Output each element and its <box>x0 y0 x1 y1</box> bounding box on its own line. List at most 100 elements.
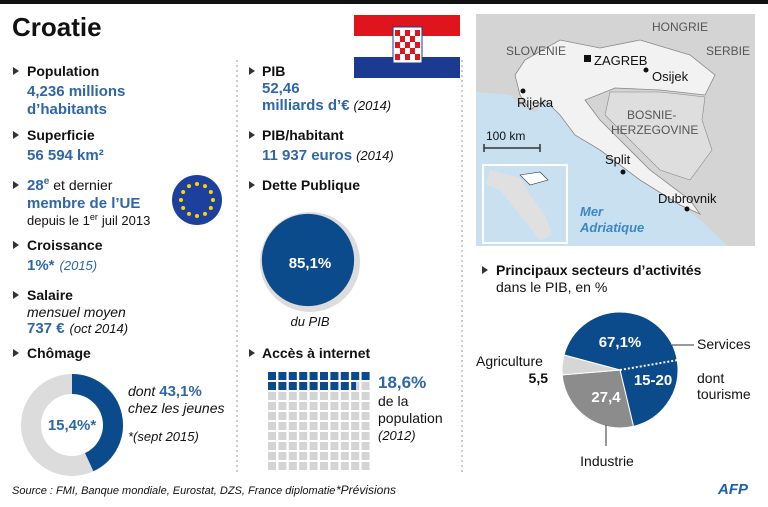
logo: AFP <box>717 481 749 498</box>
slice-name: Agriculture <box>476 353 543 369</box>
sub: mensuel moyen <box>27 304 126 320</box>
waffle-cell <box>330 442 339 450</box>
waffle-cell <box>299 462 308 470</box>
waffle-fill <box>288 372 297 380</box>
waffle-fill <box>268 372 276 380</box>
scale: 100 km <box>486 129 525 143</box>
waffle-cell <box>268 402 276 410</box>
eu-star <box>208 190 213 194</box>
waffle-cell <box>268 422 276 430</box>
waffle-cell <box>288 462 297 470</box>
waffle-fill <box>309 372 318 380</box>
waffle-cell <box>309 402 318 410</box>
label: Superficie <box>27 127 95 143</box>
waffle-cell <box>299 432 308 440</box>
waffle-cell <box>361 412 370 420</box>
waffle-cell <box>361 452 370 460</box>
flag-check <box>395 42 400 48</box>
waffle-cell <box>340 432 349 440</box>
sea: Mer <box>580 204 604 219</box>
waffle-cell <box>278 452 287 460</box>
eu-star <box>195 214 199 218</box>
caption: du PIB <box>290 314 329 329</box>
waffle-fill <box>278 372 287 380</box>
value: d’habitants <box>27 101 107 118</box>
flag-check <box>410 36 415 42</box>
waffle-cell <box>351 422 360 430</box>
label: Croissance <box>27 237 103 253</box>
debt-circle <box>261 213 355 307</box>
slice-label: 67,1% <box>599 334 642 351</box>
donut-arc <box>71 374 123 472</box>
waffle-cell <box>351 462 360 470</box>
waffle-fill <box>278 382 287 390</box>
label: PIB/habitant <box>262 127 344 143</box>
value: milliards d’€ (2014) <box>262 97 391 114</box>
waffle-cell <box>361 382 370 390</box>
pie-slice <box>561 354 621 376</box>
eu-star <box>203 184 207 189</box>
waffle-cell <box>309 462 318 470</box>
waffle-cell <box>351 392 360 400</box>
waffle-cell <box>320 452 328 460</box>
waffle-cell <box>361 462 370 470</box>
waffle-cell <box>361 402 370 410</box>
waffle-fill <box>320 382 328 390</box>
waffle-cell <box>361 422 370 430</box>
waffle-cell <box>278 432 287 440</box>
middle-column: PIB 52,46 milliards d’€ (2014) PIB/habita… <box>249 63 443 470</box>
waffle-cell <box>330 432 339 440</box>
waffle-cell <box>268 432 276 440</box>
pie-slice <box>561 369 635 429</box>
text: de la <box>378 393 409 409</box>
country: HERZEGOVINE <box>611 123 698 137</box>
year: (2012) <box>378 428 416 443</box>
waffle-cell <box>361 432 370 440</box>
city: Osijek <box>652 69 689 84</box>
slice-label: 27,4 <box>591 389 621 406</box>
label: Dette Publique <box>262 177 360 193</box>
waffle-cell <box>351 452 360 460</box>
waffle-cell <box>309 442 318 450</box>
internet-value: 18,6% <box>378 373 426 392</box>
waffle-fill <box>299 372 308 380</box>
waffle-fill <box>330 382 339 390</box>
waffle-cell <box>268 412 276 420</box>
waffle-cell <box>288 452 297 460</box>
ue-since: depuis le 1er juil 2013 <box>27 212 150 228</box>
country: SLOVENIE <box>506 44 566 58</box>
city: Split <box>605 152 631 167</box>
waffle-cell <box>288 432 297 440</box>
label: Accès à internet <box>262 345 370 361</box>
value: 56 594 km² <box>27 147 104 164</box>
waffle-cell <box>299 402 308 410</box>
waffle-cell <box>309 422 318 430</box>
waffle-fill <box>340 372 349 380</box>
waffle-cell <box>330 462 339 470</box>
value: 737 € (oct 2014) <box>27 320 128 337</box>
waffle-cell <box>288 422 297 430</box>
value: 11 937 euros (2014) <box>262 147 394 164</box>
country: SERBIE <box>706 44 750 58</box>
waffle-cell <box>340 412 349 420</box>
label: Salaire <box>27 287 73 303</box>
waffle-cell <box>330 412 339 420</box>
tourism-text: tourisme <box>697 386 751 402</box>
waffle-cell <box>320 392 328 400</box>
slice-label: 5,5 <box>529 370 549 386</box>
flag-check <box>405 54 410 60</box>
city: Dubrovnik <box>658 191 717 206</box>
left-column: Population 4,236 millions d’habitants Su… <box>13 63 225 476</box>
waffle-fill <box>340 382 349 390</box>
waffle-cell <box>288 402 297 410</box>
flag-check <box>410 48 415 54</box>
flag-check <box>400 36 405 42</box>
waffle-cell <box>309 452 318 460</box>
top-bar <box>0 0 768 4</box>
waffle-cell <box>309 432 318 440</box>
tourism-text: dont <box>697 370 724 386</box>
eu-star <box>181 206 186 210</box>
eu-star <box>211 198 215 202</box>
waffle-fill <box>361 372 370 380</box>
